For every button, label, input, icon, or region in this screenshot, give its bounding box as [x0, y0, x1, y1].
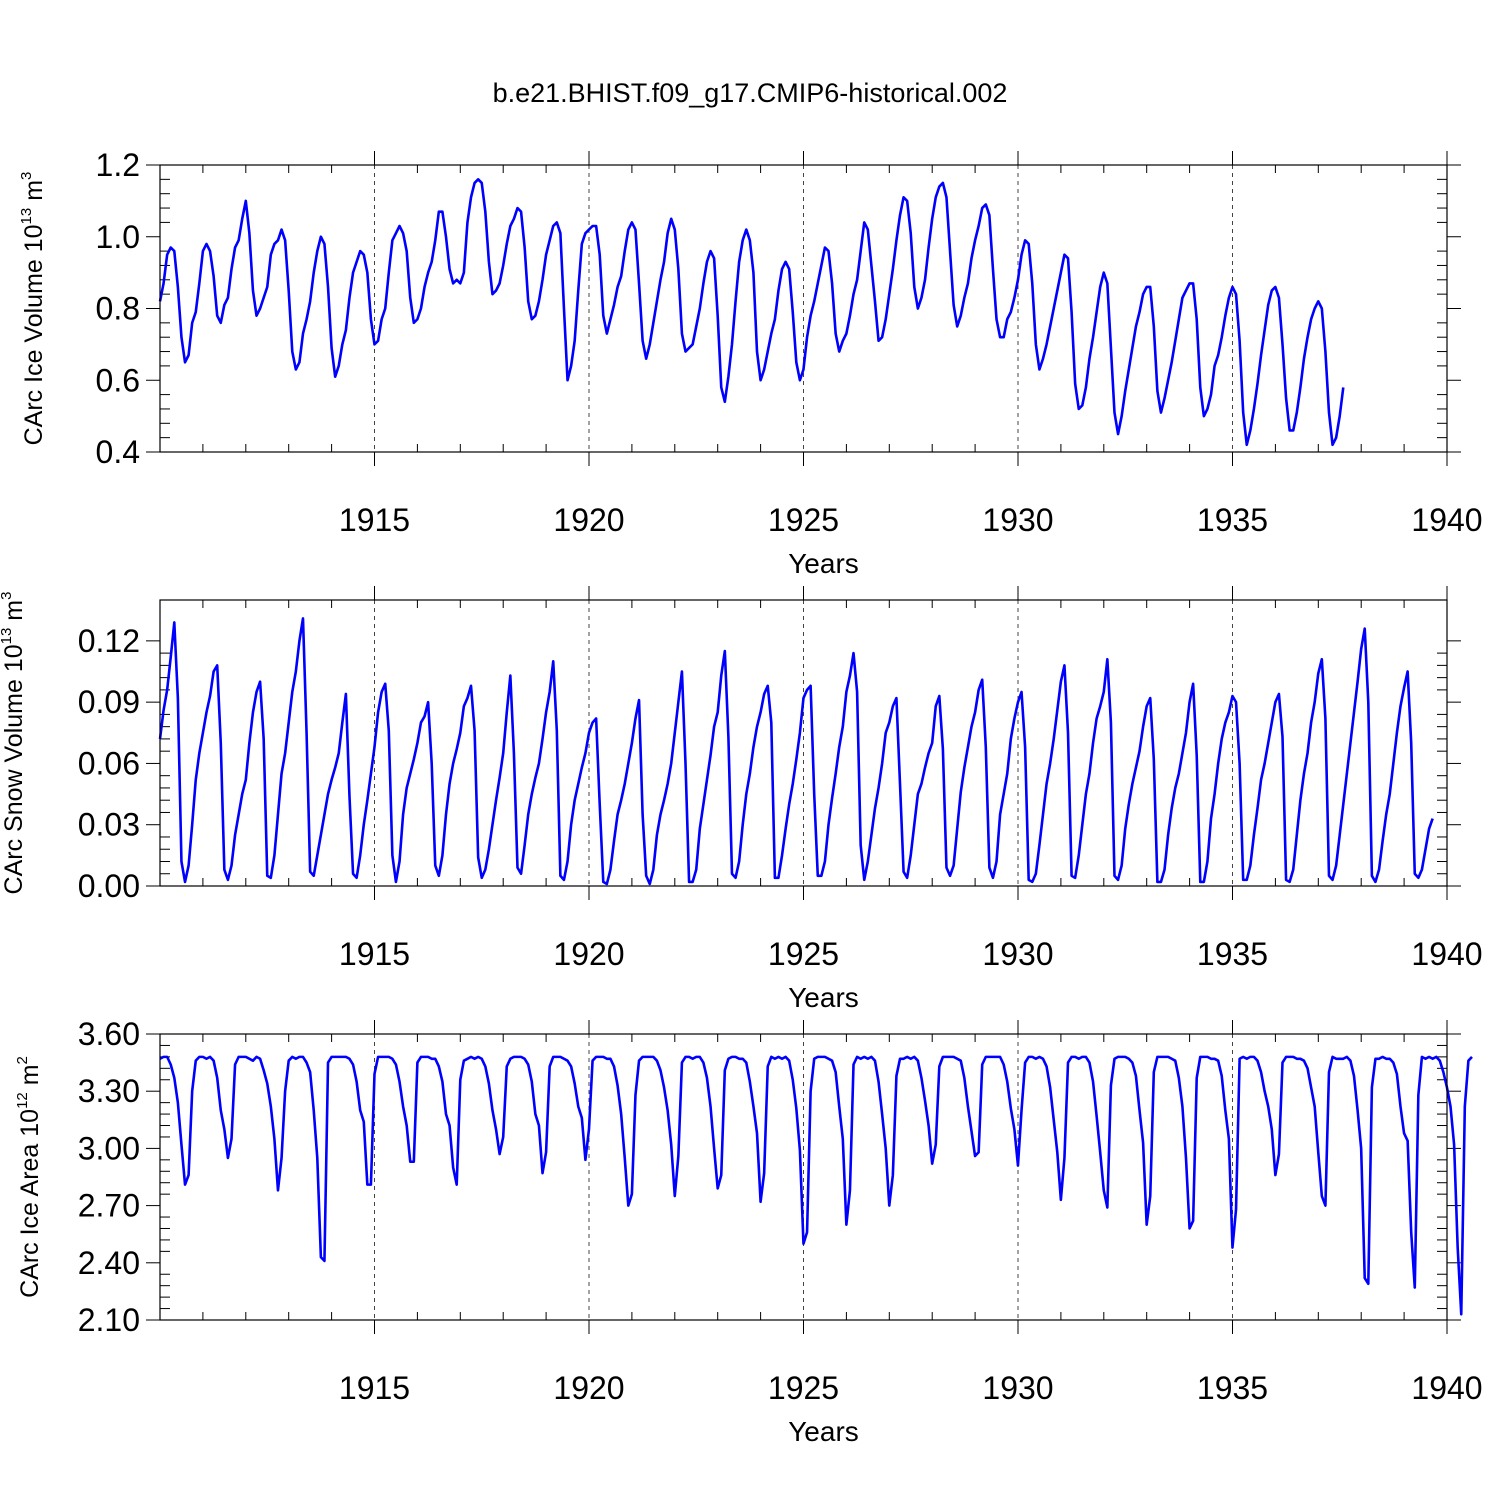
plot-frame [159, 599, 1448, 887]
y-tick-label: 1.2 [96, 147, 140, 183]
x-tick-label: 1925 [768, 1370, 839, 1406]
x-tick-label: 1930 [982, 502, 1053, 538]
y-tick-label: 3.30 [78, 1073, 140, 1109]
x-axis-label: Years [788, 548, 859, 579]
chart-title: b.e21.BHIST.f09_g17.CMIP6-historical.002 [493, 78, 1008, 108]
x-tick-label: 1935 [1197, 502, 1268, 538]
y-tick-label: 1.0 [96, 219, 140, 255]
y-tick-label: 2.70 [78, 1188, 140, 1224]
x-tick-label: 1930 [982, 1370, 1053, 1406]
x-tick-label: 1935 [1197, 1370, 1268, 1406]
y-tick-label: 0.12 [78, 623, 140, 659]
panels: 0.4 0.6 0.8 1.0 1.2 1915 1920 1925 1930 1935 1940 Y… [0, 147, 1483, 1447]
x-tick-label: 1920 [553, 936, 624, 972]
x-tick-label: 1940 [1411, 502, 1482, 538]
series-line-area [159, 1055, 1473, 1316]
y-tick-label: 2.10 [78, 1302, 140, 1338]
plot-frame [159, 1033, 1448, 1321]
y-tick-label: 0.09 [78, 684, 140, 720]
panel-snow: 0.00 0.03 0.06 0.09 0.12 1915 1920 1925 1930 1935… [0, 586, 1483, 1013]
x-tick-label: 1940 [1411, 936, 1482, 972]
x-tick-label: 1915 [339, 502, 410, 538]
y-tick-label: 2.40 [78, 1245, 140, 1281]
y-tick-label: 0.4 [96, 434, 140, 470]
x-tick-label: 1930 [982, 936, 1053, 972]
x-tick-label: 1935 [1197, 936, 1268, 972]
x-tick-label: 1915 [339, 936, 410, 972]
x-tick-label: 1925 [768, 936, 839, 972]
y-tick-label: 0.00 [78, 868, 140, 904]
y-axis-label: CArc Ice Area 1012 m2 [14, 1056, 44, 1298]
x-tick-label: 1915 [339, 1370, 410, 1406]
panel-area: 2.10 2.40 2.70 3.00 3.30 3.60 1915 1920 1925 1930… [14, 1016, 1483, 1447]
y-tick-label: 0.6 [96, 362, 140, 398]
y-tick-label: 3.00 [78, 1130, 140, 1166]
plot-frame [159, 164, 1448, 453]
x-tick-label: 1940 [1411, 1370, 1482, 1406]
y-tick-label: 3.60 [78, 1016, 140, 1052]
series-line-snow [158, 617, 1434, 886]
y-tick-label: 0.8 [96, 291, 140, 327]
panel-volume: 0.4 0.6 0.8 1.0 1.2 1915 1920 1925 1930 1935 1940 Y… [18, 147, 1483, 579]
y-axis-label: CArc Snow Volume 1013 m3 [0, 592, 28, 895]
y-axis-label: CArc Ice Volume 1013 m3 [18, 172, 48, 446]
y-tick-label: 0.06 [78, 745, 140, 781]
x-tick-label: 1920 [553, 502, 624, 538]
series-line-volume [158, 178, 1345, 447]
y-tick-label: 0.03 [78, 807, 140, 843]
x-axis-label: Years [788, 982, 859, 1013]
x-tick-label: 1920 [553, 1370, 624, 1406]
x-axis-label: Years [788, 1416, 859, 1447]
x-tick-label: 1925 [768, 502, 839, 538]
